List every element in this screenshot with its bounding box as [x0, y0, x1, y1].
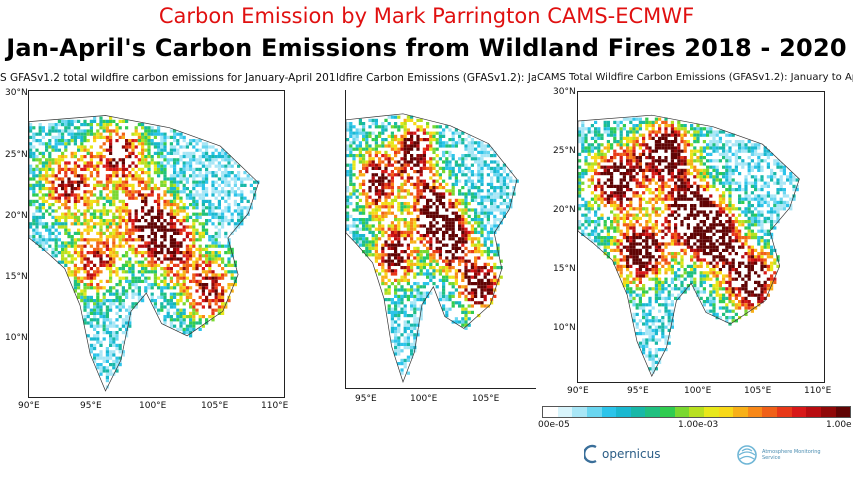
- copernicus-logo: opernicus: [584, 444, 660, 464]
- legend-swatch: [557, 407, 573, 417]
- lon-tick: 105°E: [472, 394, 500, 404]
- legend-label-mid: 1.00e-03: [678, 420, 719, 430]
- legend-swatch: [660, 407, 675, 417]
- fire-emission-map-2020: [578, 114, 800, 378]
- map-title-2019: ldfire Carbon Emissions (GFASv1.2): Janu…: [336, 72, 536, 84]
- legend-swatch: [835, 407, 851, 417]
- lat-tick: 15°N: [5, 272, 28, 282]
- lon-tick: 105°E: [744, 386, 772, 396]
- map-title-2020: CAMS Total Wildfire Carbon Emissions (GF…: [537, 72, 853, 83]
- legend-swatch: [820, 407, 836, 417]
- fire-emission-map-2018: [29, 115, 260, 392]
- lon-tick: 105°E: [201, 401, 229, 411]
- legend-label-min: 00e-05: [538, 420, 570, 430]
- copernicus-icon: [584, 444, 597, 464]
- legend-swatch: [674, 407, 690, 417]
- map-2018: [28, 90, 285, 398]
- fire-emission-map-2019: [346, 113, 519, 384]
- lat-tick: 10°N: [553, 323, 576, 333]
- lon-tick: 90°E: [567, 386, 589, 396]
- legend-swatch: [806, 407, 821, 417]
- lon-tick: 95°E: [627, 386, 649, 396]
- lat-tick: 25°N: [553, 146, 576, 156]
- map-2019: [345, 90, 536, 389]
- lat-tick: 30°N: [5, 88, 28, 98]
- lon-tick: 95°E: [80, 401, 102, 411]
- legend-swatch: [718, 407, 734, 417]
- map-2020: [577, 91, 825, 383]
- lon-tick: 100°E: [410, 394, 438, 404]
- lon-tick: 110°E: [804, 386, 832, 396]
- page-title: Jan-April's Carbon Emissions from Wildla…: [6, 34, 847, 62]
- legend-swatch: [572, 407, 587, 417]
- lat-tick: 10°N: [5, 333, 28, 343]
- legend-label-max: 1.00e: [826, 420, 852, 430]
- legend-swatch: [601, 407, 617, 417]
- lat-tick: 20°N: [553, 205, 576, 215]
- atmosphere-globe-icon: [737, 445, 757, 465]
- legend-swatch: [777, 407, 792, 417]
- legend-swatch: [586, 407, 602, 417]
- lat-tick: 30°N: [553, 87, 576, 97]
- cams-wordmark: Atmosphere Monitoring Service: [762, 449, 821, 461]
- lon-tick: 100°E: [139, 401, 167, 411]
- lat-tick: 15°N: [553, 264, 576, 274]
- legend-swatch: [645, 407, 660, 417]
- map-title-2018: S GFASv1.2 total wildfire carbon emissio…: [0, 72, 335, 84]
- legend-swatch: [703, 407, 719, 417]
- lat-tick: 20°N: [5, 211, 28, 221]
- credit-line: Carbon Emission by Mark Parrington CAMS-…: [158, 4, 695, 28]
- legend-swatch: [791, 407, 807, 417]
- lon-tick: 110°E: [261, 401, 289, 411]
- legend-swatch: [762, 407, 777, 417]
- lon-tick: 95°E: [355, 394, 377, 404]
- legend-swatch: [543, 407, 558, 417]
- lat-tick: 25°N: [5, 150, 28, 160]
- legend-swatch: [747, 407, 763, 417]
- legend-swatch: [630, 407, 646, 417]
- color-scale-legend: [542, 406, 851, 418]
- legend-swatch: [733, 407, 748, 417]
- lon-tick: 90°E: [18, 401, 40, 411]
- cams-logo: Atmosphere Monitoring Service: [736, 444, 822, 466]
- copernicus-wordmark: opernicus: [602, 447, 661, 461]
- legend-swatch: [689, 407, 704, 417]
- legend-swatch: [616, 407, 631, 417]
- lon-tick: 100°E: [684, 386, 712, 396]
